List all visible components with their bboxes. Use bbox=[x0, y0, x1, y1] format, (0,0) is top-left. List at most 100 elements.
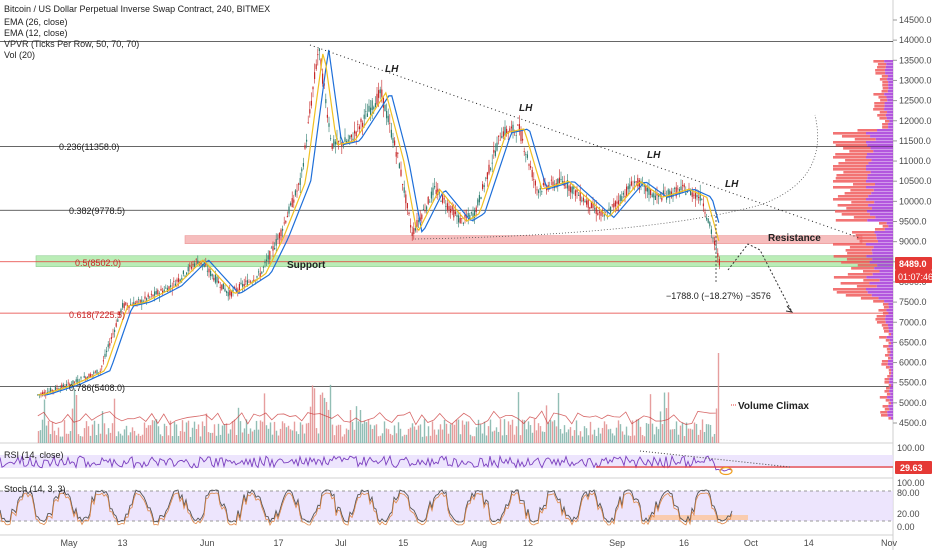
volume-bar bbox=[529, 425, 532, 443]
candle-body bbox=[224, 288, 226, 292]
volume-bar bbox=[241, 432, 244, 443]
candle-body bbox=[123, 303, 125, 309]
candle-body bbox=[245, 280, 247, 282]
volume-bar bbox=[337, 424, 340, 443]
candle-body bbox=[136, 301, 138, 303]
vpvr-row bbox=[884, 300, 893, 303]
candle-body bbox=[379, 89, 381, 94]
candle-body bbox=[554, 184, 556, 188]
volume-bar bbox=[325, 401, 328, 443]
ema12-line bbox=[37, 53, 720, 396]
candle-body bbox=[499, 139, 501, 141]
volume-bar bbox=[177, 435, 180, 443]
volume-bar bbox=[395, 433, 398, 443]
rsi-label[interactable]: RSI (14, close) bbox=[4, 450, 64, 460]
vpvr-row bbox=[881, 360, 889, 363]
candle-body bbox=[213, 277, 215, 281]
candle-body bbox=[211, 274, 213, 277]
candle-body bbox=[667, 189, 669, 197]
vpvr-row bbox=[875, 318, 886, 321]
volume-bar bbox=[323, 397, 326, 443]
candle-body bbox=[619, 195, 621, 202]
vpvr-row bbox=[852, 231, 875, 234]
candle-body bbox=[581, 200, 583, 202]
indicator-ema12[interactable]: EMA (12, close) bbox=[4, 28, 68, 38]
candle-body bbox=[531, 169, 533, 178]
volume-bar bbox=[451, 423, 454, 443]
time-axis[interactable]: May 13 Jun 17 Jul 15 Aug 12 Sep 16 Oct 14 Nov bbox=[60, 538, 897, 548]
volume-bar bbox=[267, 428, 270, 443]
volume-bar bbox=[553, 420, 556, 443]
volume-bar bbox=[353, 429, 356, 443]
volume-bar bbox=[99, 433, 102, 443]
volume-bar bbox=[207, 432, 210, 443]
volume-bar bbox=[559, 429, 562, 443]
candle-body bbox=[230, 291, 233, 297]
candle-body bbox=[485, 177, 487, 179]
volume-bar bbox=[609, 428, 612, 443]
vpvr-row bbox=[890, 393, 893, 396]
volume-bar bbox=[717, 353, 720, 443]
stoch-panel[interactable] bbox=[0, 489, 733, 526]
time-tick-label: 14 bbox=[804, 538, 814, 548]
candle-body bbox=[448, 206, 450, 210]
price-axis[interactable]: 14500.0 14000.0 13500.0 13000.0 12500.0 12000… bbox=[893, 15, 932, 428]
vpvr-row bbox=[866, 186, 893, 189]
candle-body bbox=[427, 196, 429, 204]
volume-bar bbox=[495, 427, 498, 443]
indicator-vpvr[interactable]: VPVR (Ticks Per Row, 50, 70, 70) bbox=[4, 39, 139, 49]
indicator-ema26[interactable]: EMA (26, close) bbox=[4, 17, 68, 27]
vpvr-row bbox=[833, 288, 866, 291]
rsi-value-badge bbox=[895, 461, 932, 474]
candle-body bbox=[43, 391, 45, 395]
candle-body bbox=[530, 166, 532, 168]
vpvr-row bbox=[876, 285, 893, 288]
volume-bar bbox=[53, 430, 56, 443]
candle-body bbox=[392, 137, 394, 143]
candle-body bbox=[717, 253, 719, 258]
stoch-label[interactable]: Stoch (14, 3, 3) bbox=[4, 484, 66, 494]
volume-bar bbox=[695, 423, 698, 443]
candle-body bbox=[685, 193, 687, 195]
time-tick-label: Nov bbox=[881, 538, 898, 548]
candle-body bbox=[274, 248, 276, 250]
candle-body bbox=[258, 271, 260, 273]
volume-bar bbox=[667, 392, 670, 443]
volume-bar bbox=[237, 407, 240, 443]
vpvr-row bbox=[836, 291, 868, 294]
volume-bar bbox=[455, 419, 458, 443]
volume-bar bbox=[127, 435, 130, 443]
fib-label: 0.5(8502.0) bbox=[75, 258, 121, 268]
candle-body bbox=[155, 291, 157, 295]
vpvr-row bbox=[870, 135, 893, 138]
candle-body bbox=[109, 343, 111, 346]
vpvr-row bbox=[890, 351, 893, 354]
vpvr-row bbox=[888, 345, 893, 348]
vpvr-row bbox=[884, 354, 890, 357]
volume-bar bbox=[497, 431, 500, 443]
candle-body bbox=[424, 210, 426, 212]
volume-bar bbox=[173, 421, 176, 443]
rsi-panel[interactable] bbox=[0, 454, 733, 472]
volume-bar bbox=[139, 435, 142, 443]
volume-bar bbox=[85, 421, 88, 443]
vpvr-row bbox=[887, 75, 893, 78]
volume-bar bbox=[275, 430, 278, 443]
volume-bar bbox=[355, 406, 358, 443]
volume-bar bbox=[649, 394, 652, 443]
volume-bar bbox=[217, 423, 220, 443]
candle-body bbox=[107, 344, 109, 348]
volume-bar bbox=[405, 434, 408, 443]
time-tick-label: May bbox=[60, 538, 78, 548]
vpvr-row bbox=[854, 138, 876, 141]
volume-bar bbox=[383, 421, 386, 443]
vpvr-row bbox=[887, 78, 893, 81]
volume-bar bbox=[343, 434, 346, 443]
vpvr-row bbox=[887, 111, 893, 114]
candle-body bbox=[618, 200, 620, 205]
volume-bar bbox=[149, 425, 152, 443]
volume-bar bbox=[489, 419, 492, 443]
candle-body bbox=[104, 353, 106, 357]
indicator-volume[interactable]: Vol (20) bbox=[4, 50, 35, 60]
